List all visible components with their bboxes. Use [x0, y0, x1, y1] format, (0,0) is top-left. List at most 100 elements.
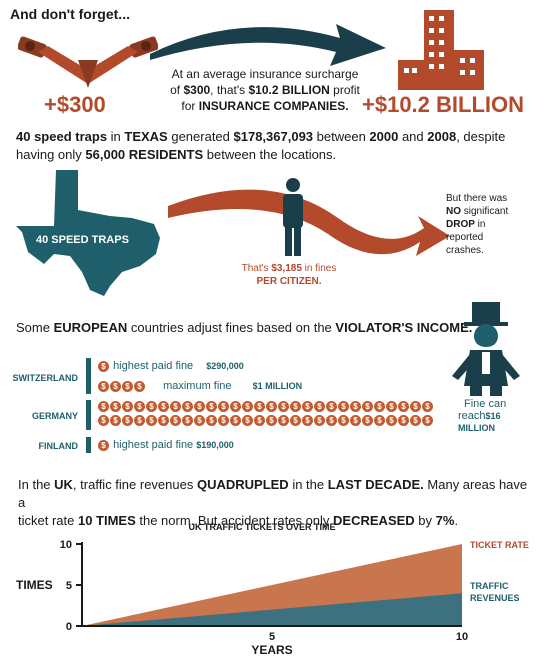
tow-claw-icon — [18, 36, 158, 88]
texas-map-icon — [16, 170, 160, 296]
coin-icon: $ — [110, 415, 121, 427]
coin-icon: $ — [374, 401, 385, 413]
series-label-ticket-rate: TICKET RATE — [470, 540, 529, 550]
header-title: And don't forget... — [10, 6, 130, 22]
coin-icon: $ — [266, 401, 277, 413]
insurance-right-value: +$10.2 BILLION — [362, 92, 525, 117]
coin-icon: $ — [110, 401, 121, 413]
coin-icon: $ — [218, 415, 229, 427]
coin-icon: $ — [194, 401, 205, 413]
coin-icon: $ — [338, 415, 349, 427]
coin-icon: $ — [98, 380, 109, 392]
texas-paragraph: 40 speed traps in TEXAS generated $178,3… — [16, 128, 531, 164]
coin-icon: $ — [278, 401, 289, 413]
teal-arrow-icon — [150, 24, 386, 66]
insurance-line2: of $300, that's $10.2 BILLION profit — [170, 83, 360, 97]
coin-icon: $ — [326, 401, 337, 413]
insurance-left-value: +$300 — [44, 92, 106, 117]
coin-icon: $ — [350, 401, 361, 413]
coin-icon: $ — [302, 415, 313, 427]
building-icon — [398, 10, 484, 90]
country-finland: FINLAND — [38, 441, 79, 451]
series-label-traffic-revenues-1: TRAFFIC — [470, 581, 509, 591]
coin-icon: $ — [206, 401, 217, 413]
switzerland-bar — [86, 358, 91, 394]
germany-fine-label: Fine can reach$16 MILLION — [458, 398, 507, 433]
insurance-line3: for INSURANCE COMPANIES. — [181, 99, 349, 113]
no-drop-text: But there was NO significant DROP in rep… — [446, 193, 509, 256]
coin-icon: $ — [362, 401, 373, 413]
coin-icon: $ — [98, 401, 109, 413]
coin-icon: $ — [230, 401, 241, 413]
coin-icon: $ — [134, 415, 145, 427]
texas-map-label: 40 SPEED TRAPS — [36, 234, 129, 246]
coin-icon: $ — [146, 415, 157, 427]
coin-icon: $ — [254, 401, 265, 413]
coin-icon: $ — [386, 401, 397, 413]
coin-icon: $ — [398, 401, 409, 413]
coin-icon: $ — [386, 415, 397, 427]
coin-icon: $ — [146, 401, 157, 413]
coin-icon: $ — [158, 401, 169, 413]
coin-icon: $ — [194, 415, 205, 427]
coin-icon: $ — [182, 415, 193, 427]
coin-icon: $ — [182, 401, 193, 413]
uk-paragraph: In the UK, traffic fine revenues QUADRUP… — [18, 477, 528, 528]
x-axis-label: YEARS — [251, 643, 292, 657]
rich-man-icon — [452, 302, 520, 396]
coin-icon: $ — [362, 415, 373, 427]
coin-icon: $ — [290, 401, 301, 413]
coin-icon: $ — [338, 401, 349, 413]
coin-icon: $ — [98, 415, 109, 427]
swiss-highest-row: $ highest paid fine $290,000 — [98, 360, 244, 372]
insurance-text: At an average insurance surcharge of $30… — [145, 66, 385, 114]
germany-coins-row-2: $ $ $ $ $ $ $ $ $ $ $ $ $ $ $ $ $ $ $ $ $ $ $ $ $ $ $ $ — [98, 415, 434, 427]
coin-icon: $ — [170, 415, 181, 427]
coin-icon: $ — [242, 401, 253, 413]
coin-icon: $ — [242, 415, 253, 427]
coin-icon: $ — [122, 401, 133, 413]
x-tick-label: 10 — [456, 631, 468, 643]
coin-icon: $ — [314, 415, 325, 427]
coin-icon: $ — [134, 380, 145, 392]
coin-icon: $ — [134, 401, 145, 413]
coin-icon: $ — [266, 415, 277, 427]
y-tick-label: 0 — [66, 621, 72, 633]
rust-arrow-icon — [168, 189, 450, 256]
coin-icon: $ — [314, 401, 325, 413]
per-citizen-text: That's $3,185 in fines PER CITIZEN. — [241, 263, 337, 287]
coin-icon: $ — [422, 401, 433, 413]
country-switzerland: SWITZERLAND — [12, 373, 79, 383]
country-germany: GERMANY — [31, 411, 78, 421]
coin-icon: $ — [206, 415, 217, 427]
coin-icon: $ — [98, 360, 109, 372]
coin-icon: $ — [398, 415, 409, 427]
coin-icon: $ — [170, 401, 181, 413]
y-tick-label: 10 — [60, 539, 72, 551]
coin-icon: $ — [302, 401, 313, 413]
coin-icon: $ — [230, 415, 241, 427]
texas-line1: 40 speed traps in TEXAS generated $178,3… — [16, 129, 506, 144]
coin-icon: $ — [158, 415, 169, 427]
coin-icon: $ — [110, 380, 121, 392]
coin-icon: $ — [122, 415, 133, 427]
germany-coins-row-1: $ $ $ $ $ $ $ $ $ $ $ $ $ $ $ $ $ $ $ $ $ $ $ $ $ $ $ $ — [98, 401, 434, 413]
person-icon — [283, 178, 303, 256]
coin-icon: $ — [218, 401, 229, 413]
y-tick-label: 5 — [66, 580, 72, 592]
coin-icon: $ — [290, 415, 301, 427]
finland-row: $ highest paid fine $190,000 — [98, 439, 234, 451]
germany-bar — [86, 400, 91, 430]
chart-title: UK TRAFFIC TICKETS OVER TIME — [189, 522, 336, 532]
x-tick-label: 5 — [269, 631, 275, 643]
coin-icon: $ — [122, 380, 133, 392]
coin-icon: $ — [278, 415, 289, 427]
coin-icon: $ — [410, 401, 421, 413]
coin-icon: $ — [350, 415, 361, 427]
finland-bar — [86, 437, 91, 453]
series-label-traffic-revenues-2: REVENUES — [470, 593, 520, 603]
coin-icon: $ — [326, 415, 337, 427]
swiss-coins: $ $ $ $ — [98, 380, 146, 392]
swiss-max-row: $ $ $ $ maximum fine $1 MILLION — [98, 380, 302, 392]
coin-icon: $ — [374, 415, 385, 427]
